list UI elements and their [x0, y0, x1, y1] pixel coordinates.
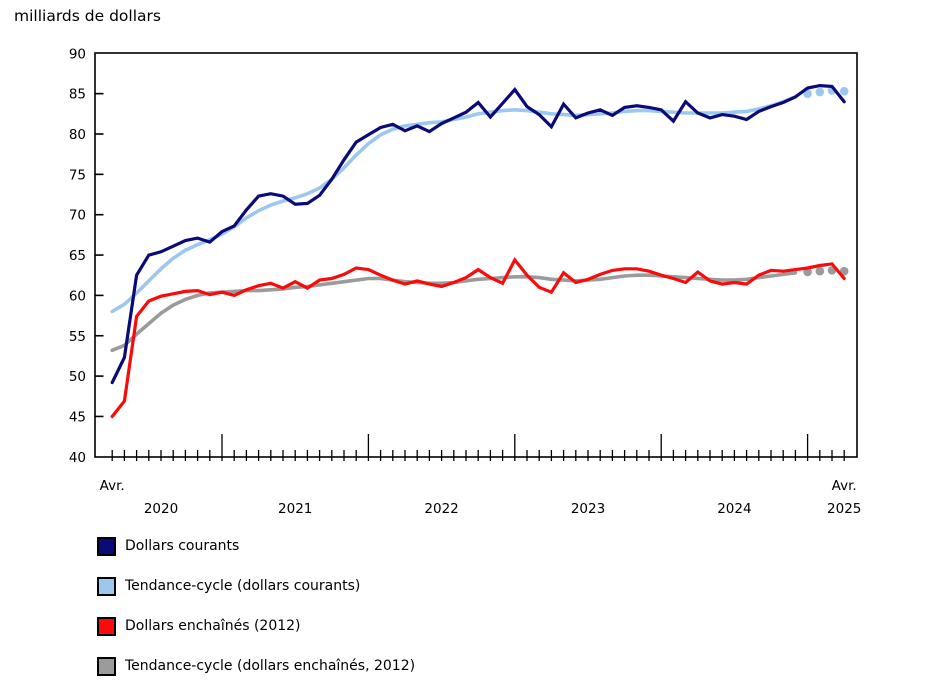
chart-legend: Dollars courants Tendance-cycle (dollars…	[97, 536, 415, 696]
y-axis-label: 45	[69, 409, 86, 425]
x-axis-label: 2024	[717, 501, 751, 517]
legend-item-tendance-enchaines: Tendance-cycle (dollars enchaînés, 2012)	[97, 656, 415, 676]
legend-label: Dollars enchaînés (2012)	[125, 618, 301, 634]
legend-label: Tendance-cycle (dollars enchaînés, 2012)	[125, 658, 416, 674]
legend-label: Tendance-cycle (dollars courants)	[125, 578, 361, 594]
y-axis-label: 85	[69, 87, 86, 103]
y-axis-label: 90	[69, 46, 86, 62]
x-axis-label: 2022	[424, 501, 458, 517]
trend-dot-tendance-cycle-dollars-encha-n-s-2012	[815, 266, 825, 276]
y-axis-label: 50	[69, 369, 86, 385]
legend-label: Dollars courants	[125, 538, 240, 554]
y-axis-label: 40	[69, 450, 86, 466]
legend-item-dollars-enchaines: Dollars enchaînés (2012)	[97, 616, 415, 636]
x-axis-label: 2021	[278, 501, 312, 517]
y-axis-label: 70	[69, 208, 86, 224]
x-axis-label: 2020	[144, 501, 178, 517]
series-line-dollars-encha-n-s-2012	[110, 256, 846, 419]
y-axis-label: 80	[69, 127, 86, 143]
legend-swatch-gray	[97, 656, 116, 676]
series-line-dollars-courants	[110, 83, 846, 385]
trend-dot-tendance-cycle-dollars-courants	[815, 87, 825, 97]
y-axis-label: 60	[69, 288, 86, 304]
trend-dot-tendance-cycle-dollars-encha-n-s-2012	[839, 266, 849, 276]
x-axis-label: 2023	[571, 501, 605, 517]
y-axis-label: 55	[69, 329, 86, 345]
series-line-tendance-cycle-dollars-encha-n-s-2012	[110, 271, 798, 353]
legend-swatch-red	[97, 616, 116, 636]
line-chart: 90 85 80 75 70 65 60 55 50 45 40 Avr. 2020 2021 2022 20…	[69, 46, 862, 517]
x-axis-label: 2025	[827, 501, 861, 517]
legend-swatch-lightblue	[97, 576, 116, 596]
legend-item-tendance-courants: Tendance-cycle (dollars courants)	[97, 576, 415, 596]
legend-swatch-navy	[97, 536, 116, 556]
legend-item-dollars-courants: Dollars courants	[97, 536, 415, 556]
x-axis-label: Avr.	[832, 478, 857, 494]
chart-title: milliards de dollars	[14, 7, 161, 25]
x-axis-label: Avr.	[100, 478, 125, 494]
y-axis-label: 65	[69, 248, 86, 264]
trend-dot-tendance-cycle-dollars-courants	[839, 86, 849, 96]
y-axis-label: 75	[69, 167, 86, 183]
